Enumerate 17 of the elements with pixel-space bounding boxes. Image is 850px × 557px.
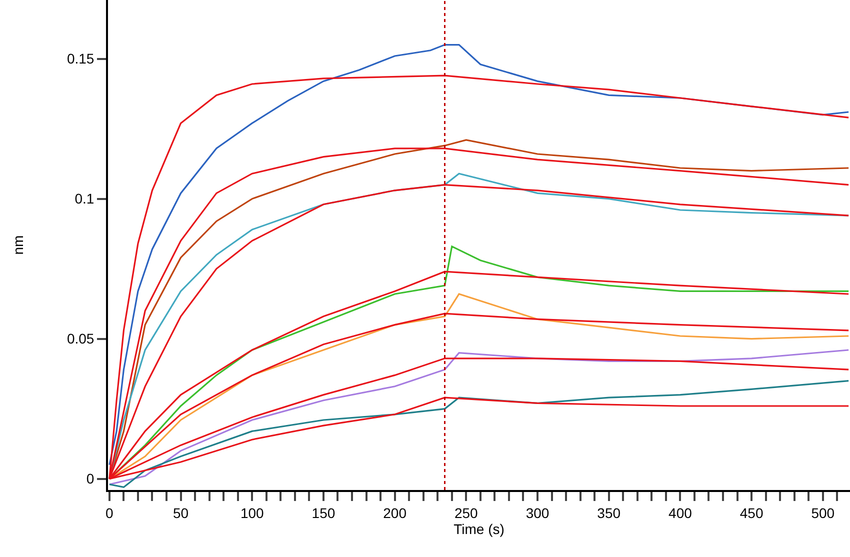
y-tick-label: 0.05 xyxy=(66,330,94,347)
y-axis-title: nm xyxy=(10,235,26,255)
x-tick-label: 350 xyxy=(597,504,621,521)
x-tick-label: 500 xyxy=(811,504,835,521)
x-tick-label: 100 xyxy=(240,504,264,521)
x-tick-label: 0 xyxy=(106,504,114,521)
x-tick-label: 50 xyxy=(172,504,189,521)
y-tick-label: 0.15 xyxy=(66,50,94,67)
x-tick-label: 200 xyxy=(383,504,407,521)
x-tick-label: 150 xyxy=(312,504,336,521)
x-tick-label: 400 xyxy=(668,504,692,521)
y-tick-label: 0.1 xyxy=(74,190,94,207)
y-tick-label: 0 xyxy=(86,470,94,487)
x-tick-label: 250 xyxy=(454,504,478,521)
x-axis-title: Time (s) xyxy=(454,520,504,537)
x-tick-label: 450 xyxy=(740,504,764,521)
x-tick-label: 300 xyxy=(526,504,550,521)
